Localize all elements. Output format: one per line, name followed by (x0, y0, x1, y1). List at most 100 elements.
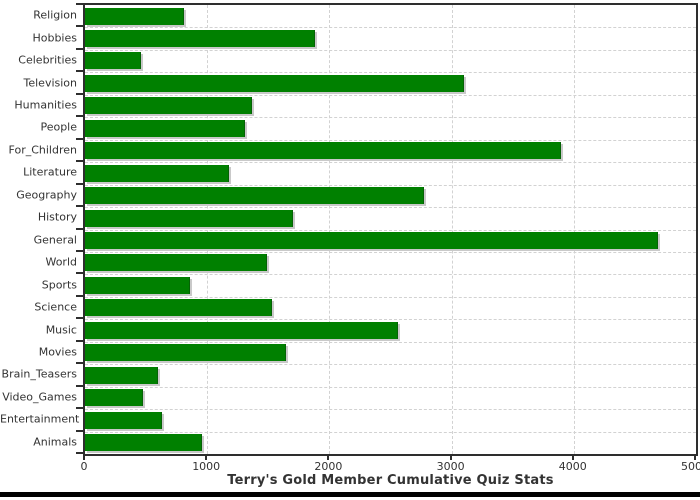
gridline-horizontal (85, 251, 696, 253)
plot-area (83, 3, 698, 456)
category-tick (76, 70, 83, 73)
bar-literature (85, 164, 229, 182)
category-tick (76, 25, 83, 28)
value-tick (571, 456, 574, 460)
gridline-horizontal (85, 431, 696, 433)
value-tick-label: 3000 (436, 460, 465, 473)
bar-row (85, 5, 696, 27)
gridline-horizontal (85, 274, 696, 276)
category-tick (76, 182, 83, 185)
category-label: Geography (16, 188, 77, 202)
category-label: Entertainment (0, 412, 80, 426)
value-tick-label: 0 (80, 460, 88, 473)
value-tick (449, 456, 452, 460)
category-label: Music (45, 323, 77, 337)
gridline-horizontal (85, 229, 696, 231)
category-label: Movies (38, 345, 77, 359)
bar-entertainment (85, 411, 162, 429)
value-tick-label: 1000 (192, 460, 221, 473)
bar-row (85, 252, 696, 274)
value-tick (205, 456, 208, 460)
category-tick (76, 227, 83, 230)
category-tick (76, 384, 83, 387)
value-tick (327, 456, 330, 460)
value-tick-label: 5000 (681, 460, 700, 473)
category-tick (76, 362, 83, 365)
bar-row (85, 230, 696, 252)
bar-animals (85, 434, 203, 452)
bar-row (85, 432, 696, 454)
bar-science (85, 299, 272, 317)
bar-row (85, 364, 696, 386)
chart-title: Terry's Gold Member Cumulative Quiz Stat… (227, 473, 554, 488)
category-label: Hobbies (32, 31, 77, 45)
bar-general (85, 232, 658, 249)
gridline-horizontal (85, 319, 696, 321)
value-tick (83, 456, 85, 460)
category-label: Television (23, 76, 78, 90)
category-label: Animals (33, 435, 77, 449)
bar-brain_teasers (85, 366, 159, 384)
bar-row (85, 162, 696, 184)
category-label: Science (34, 300, 77, 314)
gridline-horizontal (85, 72, 696, 74)
value-tick-label: 2000 (314, 460, 343, 473)
category-tick (76, 452, 83, 454)
bar-row (85, 140, 696, 162)
bar-movies (85, 344, 287, 362)
bar-row (85, 185, 696, 207)
gridline-horizontal (85, 117, 696, 119)
bar-world (85, 254, 267, 272)
bar-celebrities (85, 52, 141, 70)
gridline-horizontal (85, 94, 696, 96)
bar-row (85, 409, 696, 431)
category-tick (76, 429, 83, 432)
gridline-horizontal (85, 296, 696, 298)
bar-sports (85, 276, 190, 294)
gridline-horizontal (85, 207, 696, 209)
gridline-horizontal (85, 27, 696, 29)
category-label: Literature (23, 165, 77, 179)
gridline-horizontal (85, 364, 696, 366)
gridline-horizontal (85, 49, 696, 51)
category-label: Sports (41, 278, 77, 292)
bar-row (85, 319, 696, 341)
gridline-horizontal (85, 341, 696, 343)
bar-people (85, 119, 245, 137)
bar-hobbies (85, 29, 315, 47)
category-label: World (45, 255, 77, 269)
category-tick (76, 272, 83, 275)
category-label: Brain_Teasers (1, 367, 77, 381)
category-label: Video_Games (2, 390, 77, 404)
category-tick (76, 339, 83, 342)
category-tick (76, 294, 83, 297)
bar-video_games (85, 389, 144, 407)
category-tick (76, 115, 83, 118)
value-tick (694, 456, 696, 460)
category-tick (76, 92, 83, 95)
bar-row (85, 207, 696, 229)
category-label: Celebrities (18, 53, 77, 67)
gridline-horizontal (85, 184, 696, 186)
bar-row (85, 72, 696, 94)
bar-row (85, 387, 696, 409)
window-edge-strip (0, 492, 700, 497)
bar-row (85, 297, 696, 319)
gridline-horizontal (85, 162, 696, 164)
category-tick (76, 205, 83, 208)
category-tick (76, 137, 83, 140)
bar-television (85, 74, 464, 92)
bar-music (85, 321, 398, 339)
category-label: Humanities (14, 98, 77, 112)
bar-history (85, 209, 293, 227)
bar-religion (85, 7, 184, 25)
bar-row (85, 117, 696, 139)
bar-humanities (85, 97, 253, 115)
gridline-horizontal (85, 139, 696, 141)
category-tick (76, 407, 83, 410)
value-tick-label: 4000 (558, 460, 587, 473)
category-tick (76, 47, 83, 50)
category-tick (76, 3, 83, 5)
bar-geography (85, 187, 425, 205)
gridline-horizontal (85, 386, 696, 388)
